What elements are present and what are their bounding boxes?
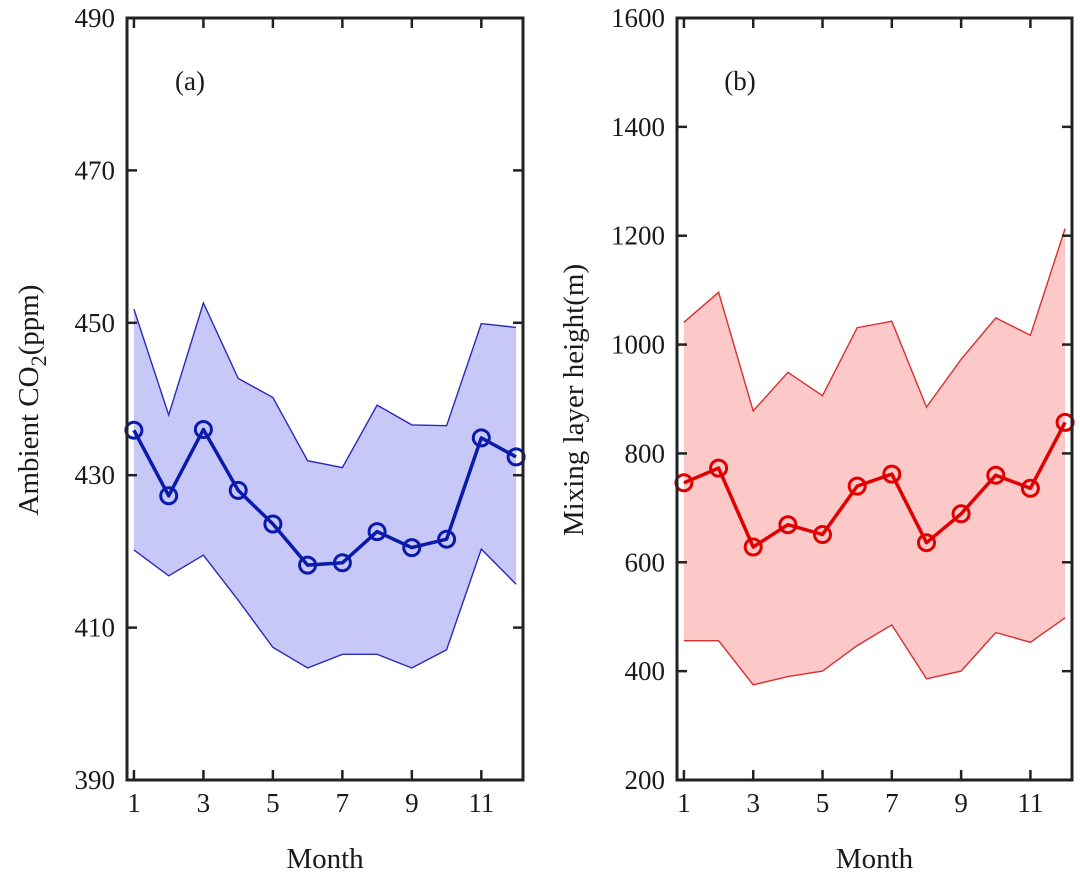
data-point-b [986, 465, 1006, 485]
axes-frame-b [675, 16, 1074, 782]
data-point-b [778, 515, 798, 535]
series-mean-line-a [132, 427, 517, 567]
panel-label-b: (b) [724, 66, 755, 96]
y-tick-label-b: 400 [625, 656, 666, 686]
x-tick-label-b: 3 [746, 788, 760, 818]
x-tick-label-a: 9 [405, 788, 419, 818]
chart-panel-b: 200 400 600 800 1000 1200 1400 1600 1 3 5 7 9 11 Month… [558, 3, 1075, 875]
y-axis-label-b: Mixing layer height(m) [558, 264, 590, 536]
y-tick-label-b: 200 [625, 765, 666, 795]
x-tick-label-a: 1 [127, 788, 141, 818]
x-tick-label-a: 3 [197, 788, 211, 818]
data-point-b [951, 504, 971, 524]
data-point-a [471, 428, 491, 448]
y-tick-label-b: 1400 [611, 112, 665, 142]
data-point-b [709, 458, 729, 478]
x-tick-label-b: 7 [885, 788, 899, 818]
y-tick-label-a: 430 [75, 460, 116, 490]
data-point-b [813, 525, 832, 544]
data-point-a [263, 514, 283, 534]
data-point-a [437, 529, 457, 549]
y-tick-label-b: 1600 [611, 3, 665, 33]
y-axis-label-text: Mixing layer height(m) [558, 264, 590, 536]
series-mean-line-b [683, 421, 1067, 549]
series-lower-line-a [133, 547, 517, 669]
y-tick-label-a: 410 [75, 613, 116, 643]
series-upper-line-a [133, 301, 517, 469]
data-point-b [743, 537, 763, 557]
x-tick-label-b: 1 [677, 788, 691, 818]
data-point-a [159, 486, 179, 506]
x-tick-label-b: 9 [954, 788, 968, 818]
data-point-a [402, 538, 422, 558]
y-tick-label-a: 490 [75, 3, 116, 33]
x-tick-label-b: 11 [1017, 788, 1043, 818]
data-point-a [193, 420, 213, 439]
y-tick-label-b: 1000 [611, 330, 665, 360]
y-axis-label-subscript: 2 [26, 355, 51, 366]
band-area-b [683, 228, 1066, 685]
x-axis-label-a: Month [286, 843, 364, 875]
data-point-a [367, 522, 387, 542]
data-point-b [882, 464, 902, 484]
x-tick-label-a: 7 [336, 788, 350, 818]
data-point-a [228, 480, 248, 500]
band-area-a [133, 303, 517, 668]
y-tick-label-a: 390 [75, 765, 116, 795]
y-tick-label-b: 600 [625, 547, 666, 577]
panel-label-a: (a) [175, 66, 205, 96]
x-tick-label-a: 11 [468, 788, 494, 818]
y-axis-label-unit: (ppm) [13, 285, 45, 356]
series-lower-line-b [683, 617, 1066, 686]
x-tick-label-a: 5 [266, 788, 280, 818]
axes-frame-a [125, 16, 525, 782]
x-tick-label-b: 5 [816, 788, 830, 818]
y-axis-label-a: Ambient CO2(ppm) [13, 285, 51, 516]
y-tick-label-b: 800 [625, 438, 666, 468]
y-tick-label-a: 450 [75, 308, 116, 338]
series-upper-line-b [683, 228, 1066, 413]
data-point-b [847, 476, 867, 496]
y-tick-label-a: 470 [75, 155, 116, 185]
data-point-b [917, 533, 936, 553]
y-tick-label-b: 1200 [611, 221, 665, 251]
data-point-b [1020, 478, 1040, 498]
x-axis-label-b: Month [836, 843, 914, 875]
y-axis-label-text: Ambient CO [13, 366, 45, 515]
data-point-a [332, 553, 352, 573]
chart-panel-a: 390 410 430 450 470 490 1 3 5 7 9 11 Month Ambient CO… [13, 3, 526, 875]
data-point-a [298, 555, 318, 575]
